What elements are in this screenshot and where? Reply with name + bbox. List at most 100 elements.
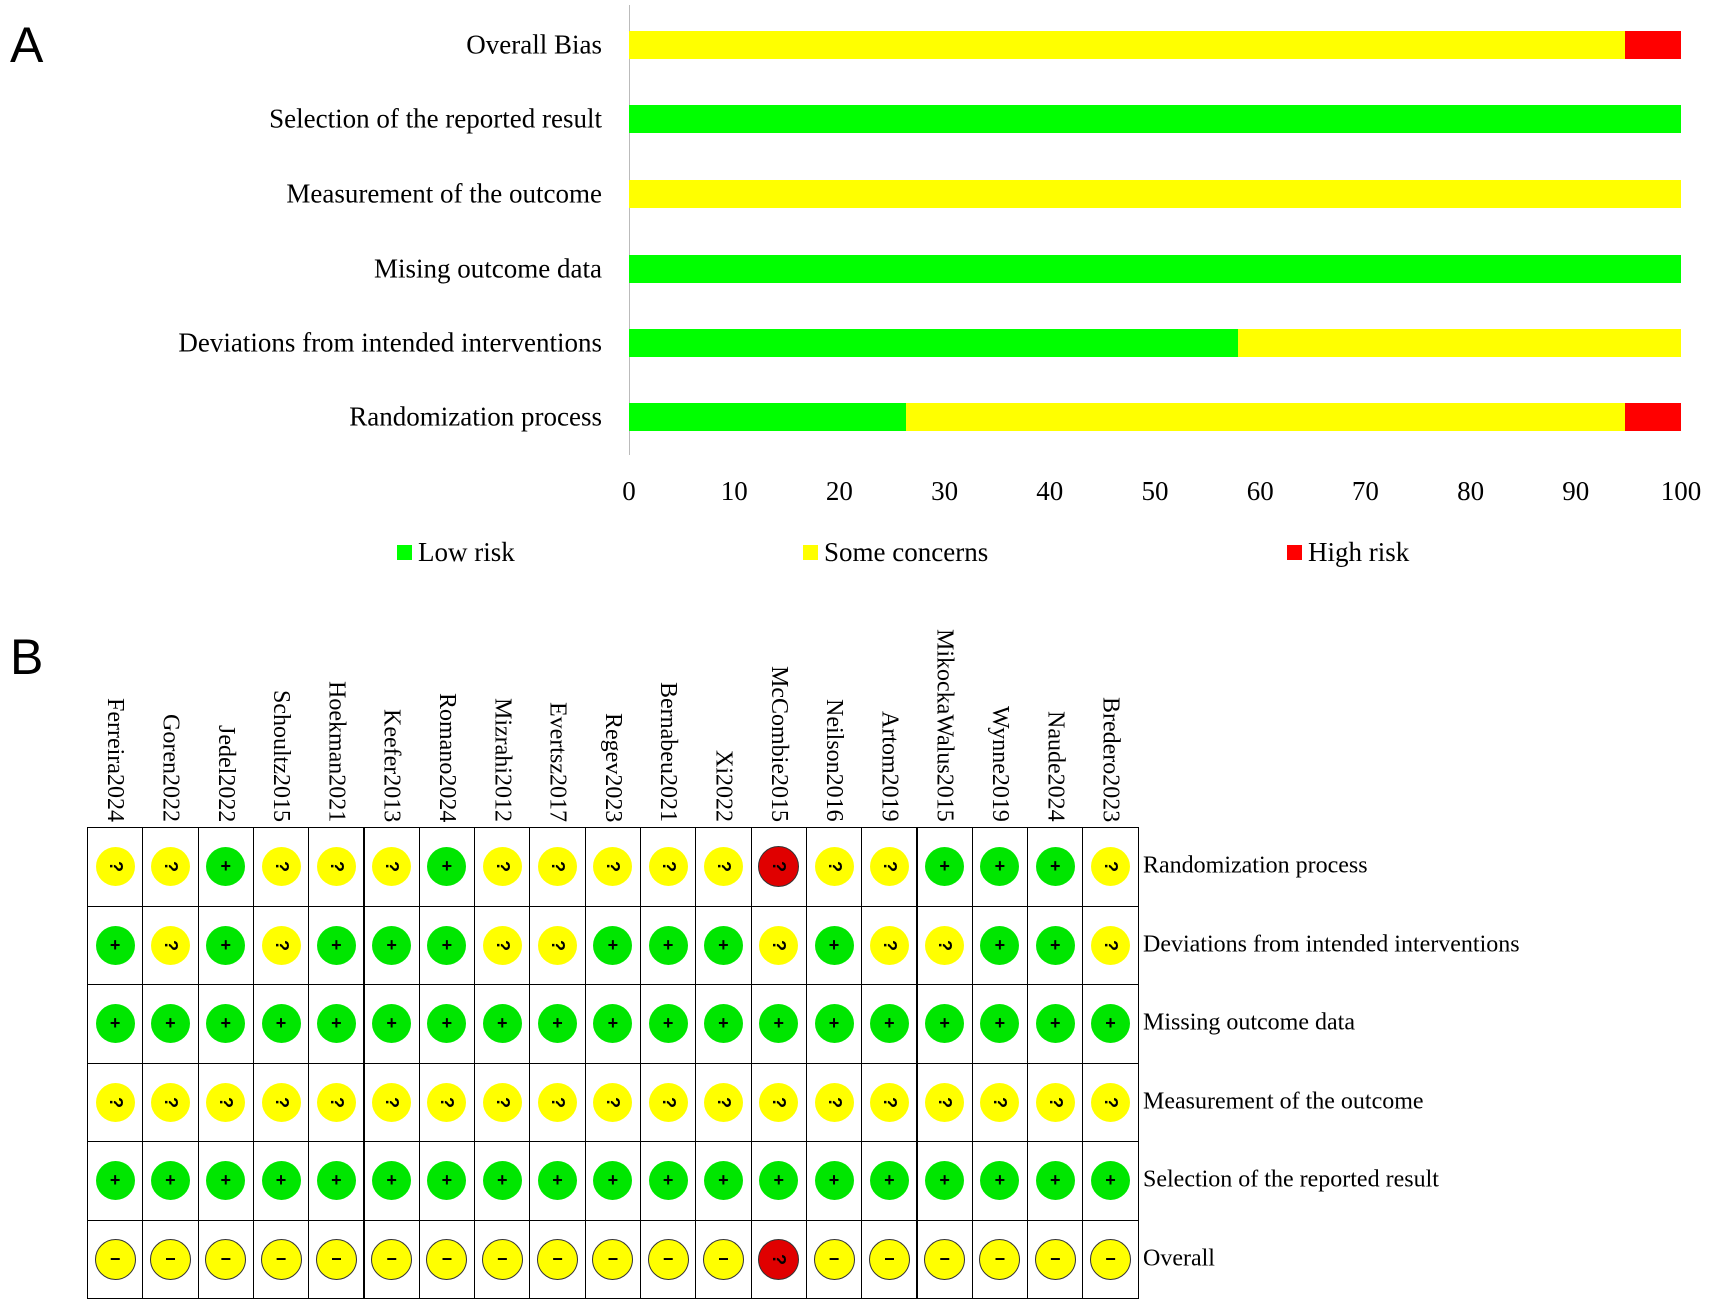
- judgement-symbol: +: [1105, 1013, 1116, 1034]
- judgement-symbol: ?: [658, 861, 679, 873]
- judgement-cell: +: [640, 984, 697, 1064]
- judgement-symbol: ?: [548, 939, 569, 951]
- judgement-cell: ?: [142, 905, 199, 985]
- judgement-symbol: +: [662, 934, 674, 955]
- judgement-symbol: +: [718, 1170, 729, 1191]
- judgement-dot-some-concerns: ?: [427, 1082, 467, 1122]
- judgement-symbol: ?: [824, 1096, 845, 1108]
- judgement-cell: −: [861, 1219, 918, 1299]
- bar-high-risk: [1625, 31, 1681, 59]
- judgement-dot-low: +: [925, 1161, 965, 1201]
- judgement-dot-overall-some-concerns: −: [94, 1238, 136, 1280]
- judgement-symbol: ?: [935, 1096, 956, 1108]
- judgement-symbol: ?: [990, 1096, 1011, 1108]
- judgement-cell: −: [197, 1219, 254, 1299]
- x-tick-label: 0: [622, 476, 636, 506]
- judgement-dot-low: +: [316, 1004, 356, 1044]
- judgement-cell: −: [805, 1219, 863, 1299]
- judgement-dot-some-concerns: ?: [925, 1082, 965, 1122]
- judgement-cell: +: [252, 1141, 310, 1221]
- judgement-dot-low: +: [814, 1004, 854, 1044]
- judgement-symbol: ?: [326, 861, 347, 873]
- judgement-dot-low: +: [206, 1161, 246, 1201]
- judgement-symbol: ?: [658, 1096, 679, 1108]
- judgement-cell: ?: [474, 905, 531, 985]
- judgement-dot-low: +: [206, 1004, 246, 1044]
- panel-label-b: B: [10, 629, 44, 685]
- judgement-symbol: −: [1105, 1248, 1116, 1269]
- category-label: Deviations from intended interventions: [178, 327, 602, 358]
- legend-swatch: [397, 545, 412, 560]
- judgement-symbol: ?: [160, 939, 181, 951]
- judgement-symbol: +: [552, 1170, 563, 1191]
- x-tick-label: 50: [1141, 476, 1169, 506]
- judgement-symbol: ?: [769, 1096, 790, 1108]
- judgement-symbol: ?: [492, 1096, 513, 1108]
- judgement-symbol: ?: [492, 939, 513, 951]
- judgement-symbol: −: [718, 1248, 729, 1269]
- judgement-symbol: +: [1049, 856, 1061, 877]
- judgement-cell: ?: [363, 827, 420, 907]
- domain-label: Missing outcome data: [1143, 1009, 1355, 1036]
- judgement-cell: ?: [87, 827, 144, 907]
- judgement-symbol: +: [441, 934, 453, 955]
- bar-some-concerns: [629, 180, 1681, 208]
- judgement-cell: +: [916, 984, 973, 1064]
- judgement-dot-overall-some-concerns: −: [1034, 1238, 1076, 1280]
- judgement-dot-some-concerns: ?: [1091, 1082, 1131, 1122]
- domain-label: Deviations from intended interventions: [1143, 931, 1520, 958]
- judgement-symbol: +: [386, 1170, 397, 1191]
- judgement-dot-low: +: [372, 1161, 412, 1201]
- judgement-symbol: +: [496, 1170, 508, 1191]
- judgement-cell: +: [695, 984, 752, 1064]
- category-label: Randomization process: [349, 401, 602, 432]
- study-label: Ferreira2024: [102, 698, 129, 822]
- bar-low-risk: [629, 255, 1681, 283]
- judgement-symbol: ?: [271, 1096, 292, 1108]
- domain-label: Randomization process: [1143, 852, 1368, 879]
- judgement-symbol: −: [496, 1248, 508, 1269]
- judgement-symbol: +: [331, 1013, 342, 1034]
- judgement-cell: +: [87, 1141, 144, 1221]
- x-tick-label: 80: [1457, 476, 1485, 506]
- bar-some-concerns: [1238, 329, 1681, 357]
- judgement-cell: ?: [750, 1219, 807, 1299]
- judgement-dot-some-concerns: ?: [372, 847, 412, 887]
- judgement-symbol: ?: [879, 861, 900, 873]
- judgement-symbol: +: [109, 1013, 121, 1034]
- judgement-dot-low: +: [648, 1161, 688, 1201]
- judgement-dot-low: +: [703, 1161, 743, 1201]
- judgement-symbol: +: [441, 1170, 453, 1191]
- legend-item: Low risk: [397, 537, 515, 568]
- judgement-symbol: +: [828, 934, 840, 955]
- bar-low-risk: [629, 403, 906, 431]
- judgement-symbol: ?: [879, 1096, 900, 1108]
- judgement-symbol: ?: [160, 1096, 181, 1108]
- study-label: Evertsz2017: [544, 702, 571, 822]
- judgement-symbol: +: [939, 1170, 950, 1191]
- judgement-dot-overall-some-concerns: −: [979, 1238, 1021, 1280]
- judgement-symbol: ?: [603, 1096, 624, 1108]
- judgement-symbol: −: [275, 1248, 287, 1269]
- judgement-symbol: +: [1049, 1013, 1061, 1034]
- judgement-dot-some-concerns: ?: [703, 847, 743, 887]
- judgement-cell: ?: [308, 827, 365, 907]
- judgement-dot-some-concerns: ?: [869, 1082, 909, 1122]
- judgement-cell: ?: [916, 905, 973, 985]
- x-tick-label: 70: [1351, 476, 1379, 506]
- judgement-symbol: +: [607, 1013, 619, 1034]
- judgement-cell: +: [695, 1141, 752, 1221]
- legend-label: Some concerns: [824, 537, 989, 567]
- judgement-symbol: +: [939, 1013, 950, 1034]
- judgement-symbol: +: [773, 1170, 784, 1191]
- judgement-dot-some-concerns: ?: [538, 1082, 578, 1122]
- judgement-cell: +: [1027, 827, 1084, 907]
- judgement-dot-overall-some-concerns: −: [371, 1238, 413, 1280]
- judgement-cell: ?: [474, 1062, 531, 1142]
- judgement-cell: +: [418, 905, 476, 985]
- judgement-cell: −: [363, 1219, 420, 1299]
- judgement-cell: +: [252, 984, 310, 1064]
- judgement-dot-overall-some-concerns: −: [537, 1238, 579, 1280]
- judgement-dot-low: +: [482, 1161, 522, 1201]
